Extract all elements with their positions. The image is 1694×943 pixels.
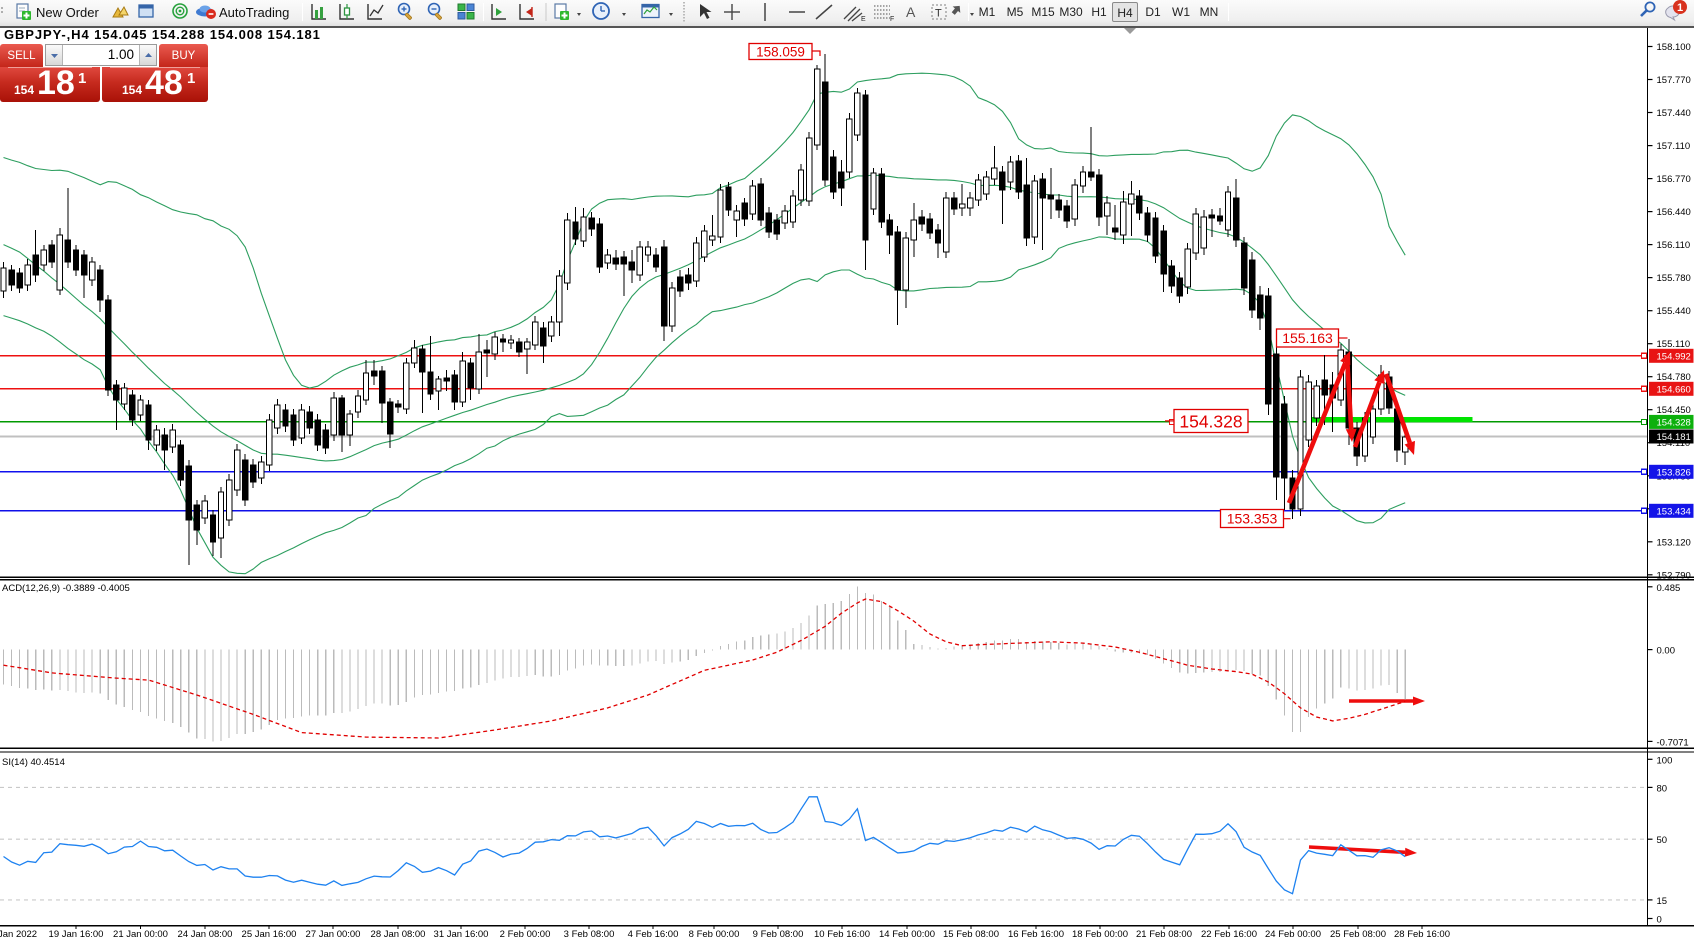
svg-text:0.00: 0.00 <box>1657 646 1676 657</box>
svg-text:153.353: 153.353 <box>1227 511 1278 527</box>
svg-text:153.120: 153.120 <box>1657 537 1691 548</box>
svg-text:ACD(12,26,9) -0.3889 -0.4005: ACD(12,26,9) -0.3889 -0.4005 <box>2 583 130 594</box>
svg-text:19 Jan 16:00: 19 Jan 16:00 <box>49 929 104 940</box>
svg-text:25 Feb 08:00: 25 Feb 08:00 <box>1330 929 1386 940</box>
svg-text:156.770: 156.770 <box>1657 174 1691 185</box>
svg-text:-0.7071: -0.7071 <box>1657 737 1689 748</box>
svg-text:16 Feb 16:00: 16 Feb 16:00 <box>1008 929 1064 940</box>
svg-text:155.440: 155.440 <box>1657 306 1691 317</box>
svg-text:153.826: 153.826 <box>1657 467 1691 478</box>
svg-text:155.110: 155.110 <box>1657 339 1691 350</box>
svg-text:10 Feb 16:00: 10 Feb 16:00 <box>814 929 870 940</box>
svg-text:22 Feb 16:00: 22 Feb 16:00 <box>1201 929 1257 940</box>
svg-text:154.328: 154.328 <box>1657 417 1691 428</box>
svg-text:154.328: 154.328 <box>1179 411 1242 431</box>
svg-text:153.434: 153.434 <box>1657 506 1691 517</box>
svg-text:18 Feb 00:00: 18 Feb 00:00 <box>1072 929 1128 940</box>
svg-text:15: 15 <box>1657 896 1668 907</box>
svg-text:157.770: 157.770 <box>1657 75 1691 86</box>
svg-text:156.440: 156.440 <box>1657 207 1691 218</box>
svg-text:E: E <box>861 16 866 23</box>
svg-text:154.110: 154.110 <box>1657 438 1691 449</box>
svg-text:3 Feb 08:00: 3 Feb 08:00 <box>564 929 615 940</box>
svg-text:15 Feb 08:00: 15 Feb 08:00 <box>943 929 999 940</box>
svg-text:F: F <box>890 16 894 23</box>
svg-text:A: A <box>906 4 916 20</box>
svg-text:155.163: 155.163 <box>1282 330 1333 346</box>
svg-text:158.059: 158.059 <box>756 44 805 59</box>
svg-text:158.100: 158.100 <box>1657 42 1691 53</box>
svg-text:157.440: 157.440 <box>1657 108 1691 119</box>
svg-text:T: T <box>935 8 942 20</box>
svg-text:14 Feb 00:00: 14 Feb 00:00 <box>879 929 935 940</box>
svg-text:154.181: 154.181 <box>1657 432 1691 443</box>
svg-text:SI(14) 40.4514: SI(14) 40.4514 <box>2 757 65 768</box>
svg-text:100: 100 <box>1657 755 1673 766</box>
svg-text:154.660: 154.660 <box>1657 384 1691 395</box>
svg-text:1: 1 <box>1677 2 1683 14</box>
svg-text:2 Feb 00:00: 2 Feb 00:00 <box>500 929 551 940</box>
svg-text:0: 0 <box>1657 915 1662 926</box>
svg-text:21 Jan 00:00: 21 Jan 00:00 <box>113 929 168 940</box>
svg-text:24 Feb 00:00: 24 Feb 00:00 <box>1265 929 1321 940</box>
svg-text:8 Feb 00:00: 8 Feb 00:00 <box>689 929 740 940</box>
svg-text:Jan 2022: Jan 2022 <box>0 929 37 940</box>
svg-text:28 Jan 08:00: 28 Jan 08:00 <box>371 929 426 940</box>
svg-text:28 Feb 16:00: 28 Feb 16:00 <box>1394 929 1450 940</box>
svg-text:154.780: 154.780 <box>1657 372 1691 383</box>
svg-text:4 Feb 16:00: 4 Feb 16:00 <box>628 929 679 940</box>
svg-text:154.450: 154.450 <box>1657 405 1691 416</box>
svg-text:157.110: 157.110 <box>1657 141 1691 152</box>
svg-text:25 Jan 16:00: 25 Jan 16:00 <box>242 929 297 940</box>
svg-text:156.110: 156.110 <box>1657 240 1691 251</box>
svg-text:0.485: 0.485 <box>1657 583 1681 594</box>
svg-text:80: 80 <box>1657 783 1668 794</box>
svg-text:50: 50 <box>1657 835 1668 846</box>
svg-text:27 Jan 00:00: 27 Jan 00:00 <box>306 929 361 940</box>
svg-text:21 Feb 08:00: 21 Feb 08:00 <box>1136 929 1192 940</box>
svg-text:9 Feb 08:00: 9 Feb 08:00 <box>753 929 804 940</box>
svg-text:152.790: 152.790 <box>1657 570 1691 581</box>
svg-text:155.780: 155.780 <box>1657 273 1691 284</box>
svg-text:31 Jan 16:00: 31 Jan 16:00 <box>434 929 489 940</box>
svg-text:154.992: 154.992 <box>1657 351 1691 362</box>
svg-text:24 Jan 08:00: 24 Jan 08:00 <box>178 929 233 940</box>
